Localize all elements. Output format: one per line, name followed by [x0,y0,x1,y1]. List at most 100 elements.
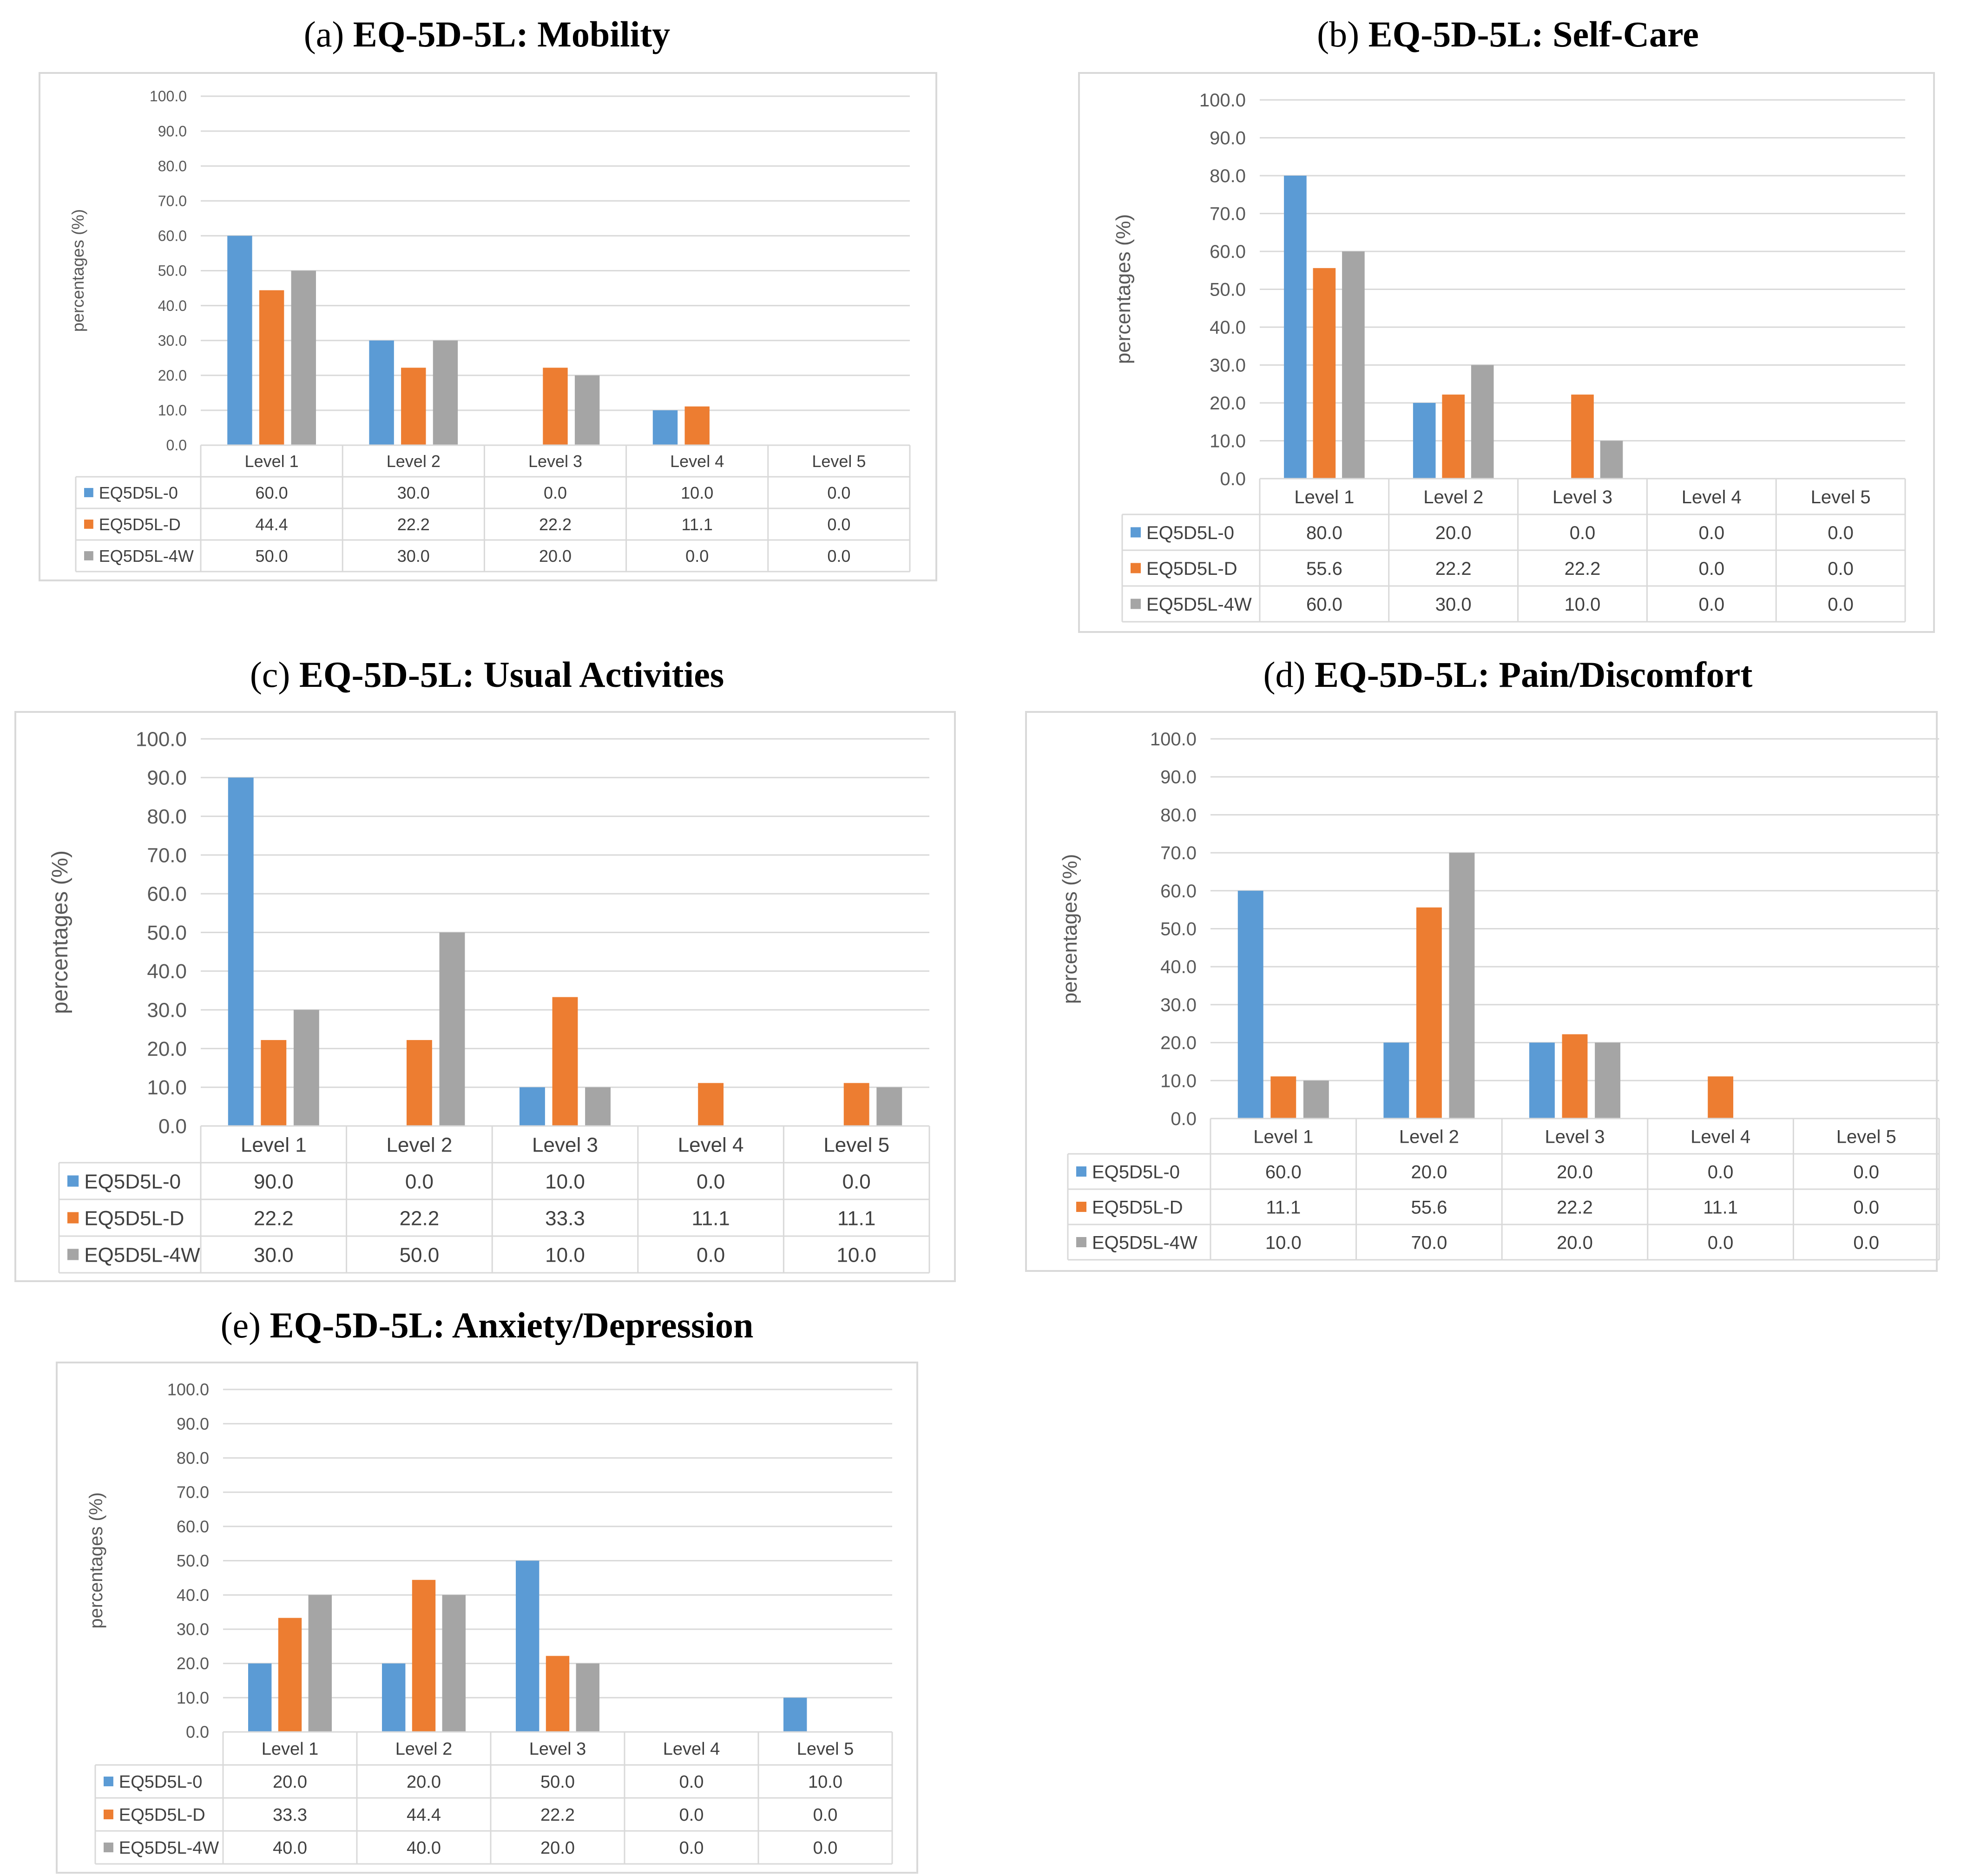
data-label: 0.0 [1698,594,1724,615]
legend-label: EQ5D5L-0 [119,1772,203,1792]
legend-key [1076,1166,1086,1177]
data-label: 80.0 [1306,523,1342,543]
data-label: 11.1 [681,515,712,534]
bar-EQ5D5L-4W-Level-3 [1595,1042,1620,1119]
data-label: 22.2 [254,1207,294,1230]
y-tick-label: 20.0 [1160,1033,1197,1053]
bar-EQ5D5L-D-Level-3 [1562,1034,1588,1119]
y-tick-label: 10.0 [1210,431,1246,452]
data-label: 0.0 [1698,559,1724,579]
data-label: 30.0 [1435,594,1472,615]
bar-EQ5D5L-D-Level-2 [1416,907,1442,1119]
y-tick-label: 60.0 [177,1517,209,1536]
y-tick-label: 70.0 [158,193,187,210]
bar-EQ5D5L-0-Level-4 [652,410,678,445]
bar-EQ5D5L-4W-Level-3 [585,1087,611,1126]
y-tick-label: 100.0 [1199,90,1246,111]
data-label: 30.0 [254,1244,294,1266]
legend-key [1131,599,1141,609]
chart-frame [56,1362,918,1874]
category-label: Level 4 [1691,1126,1750,1147]
data-label: 50.0 [400,1244,440,1266]
data-label: 44.4 [407,1805,441,1825]
category-label: Level 1 [241,1133,307,1156]
chart-title-text: EQ-5D-5L: Pain/Discomfort [1315,654,1752,695]
category-label: Level 2 [1423,487,1483,507]
y-tick-label: 50.0 [147,922,187,944]
y-tick-label: 80.0 [147,805,187,828]
bar-EQ5D5L-0-Level-2 [382,1663,406,1732]
legend-label: EQ5D5L-D [99,515,181,534]
bar-EQ5D5L-0-Level-1 [227,236,252,445]
data-label: 0.0 [685,546,709,566]
chart-title: (a) EQ-5D-5L: Mobility [304,14,671,54]
bar-EQ5D5L-4W-Level-1 [1342,251,1365,479]
data-label: 0.0 [813,1838,838,1858]
bar-EQ5D5L-4W-Level-2 [439,932,465,1126]
y-tick-label: 60.0 [1210,242,1246,262]
bar-EQ5D5L-4W-Level-3 [574,375,600,445]
chart-title-text: EQ-5D-5L: Self-Care [1368,14,1699,54]
bar-EQ5D5L-0-Level-1 [1284,176,1307,479]
legend-label: EQ5D5L-4W [1092,1232,1197,1253]
legend-key [104,1843,113,1852]
y-tick-label: 10.0 [1160,1071,1197,1091]
category-label: Level 4 [678,1133,744,1156]
chart-frame [1078,72,1935,633]
bar-EQ5D5L-D-Level-2 [1442,395,1465,479]
y-tick-label: 30.0 [177,1620,209,1639]
category-label: Level 4 [1682,487,1742,507]
data-label: 40.0 [273,1838,307,1858]
data-label: 0.0 [679,1838,704,1858]
y-tick-label: 0.0 [166,437,187,454]
y-tick-label: 80.0 [1210,166,1246,186]
y-tick-label: 90.0 [158,123,187,139]
data-label: 55.6 [1306,559,1342,579]
bar-EQ5D5L-0-Level-1 [1237,890,1263,1119]
data-label: 0.0 [1828,559,1854,579]
data-label: 0.0 [827,483,850,502]
y-tick-label: 100.0 [150,88,187,105]
y-tick-label: 20.0 [158,367,187,384]
bar-EQ5D5L-D-Level-2 [406,1040,432,1126]
data-label: 22.2 [1565,559,1601,579]
y-tick-label: 20.0 [147,1038,187,1060]
y-tick-label: 10.0 [158,402,187,419]
data-label: 11.1 [1266,1197,1301,1218]
legend-key [1076,1237,1086,1247]
data-label: 20.0 [540,1838,575,1858]
bar-EQ5D5L-D-Level-1 [278,1618,302,1732]
data-label: 0.0 [1828,523,1854,543]
y-tick-label: 30.0 [147,999,187,1022]
legend-key [84,551,93,560]
category-label: Level 3 [1545,1126,1605,1147]
data-label: 20.0 [1557,1162,1593,1182]
legend-label: EQ5D5L-4W [84,1244,200,1266]
bar-EQ5D5L-4W-Level-5 [876,1087,902,1126]
data-label: 0.0 [1828,594,1854,615]
data-label: 70.0 [1411,1232,1447,1253]
legend-label: EQ5D5L-D [84,1207,184,1230]
data-label: 0.0 [827,515,850,534]
bar-EQ5D5L-0-Level-3 [520,1087,545,1126]
chart-panel-a: (a) EQ-5D-5L: Mobility 0.0 10.0 20.0 30.0 40.… [39,14,937,581]
bar-EQ5D5L-0-Level-3 [516,1560,539,1732]
y-tick-label: 100.0 [167,1380,209,1399]
chart-title: (c) EQ-5D-5L: Usual Activities [250,654,724,695]
y-tick-label: 70.0 [1160,843,1197,863]
y-tick-label: 90.0 [1160,767,1197,788]
y-tick-label: 0.0 [1220,469,1246,489]
bar-EQ5D5L-4W-Level-2 [433,340,458,445]
y-tick-label: 40.0 [158,297,187,314]
bar-EQ5D5L-0-Level-2 [1413,403,1436,479]
data-label: 44.4 [256,515,288,534]
data-label: 0.0 [827,546,850,566]
data-label: 11.1 [1703,1197,1738,1218]
legend-label: EQ5D5L-D [119,1805,205,1825]
chart-title-text: EQ-5D-5L: Anxiety/Depression [270,1305,754,1345]
y-tick-label: 30.0 [1160,995,1197,1015]
chart-panel-c: (c) EQ-5D-5L: Usual Activities 0.0 10.0 20.… [14,654,956,1282]
data-label: 0.0 [544,483,567,502]
legend-label: EQ5D5L-4W [1146,594,1252,615]
chart-title-label: (b) [1317,14,1368,54]
